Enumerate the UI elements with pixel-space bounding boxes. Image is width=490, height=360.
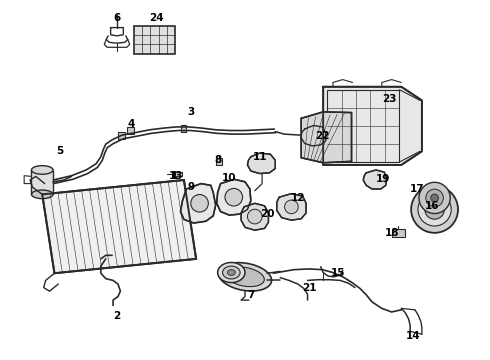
Bar [118, 132, 125, 139]
Polygon shape [277, 194, 306, 220]
Text: 8: 8 [215, 155, 222, 165]
Polygon shape [217, 179, 251, 215]
Ellipse shape [31, 167, 53, 175]
Text: 4: 4 [128, 120, 135, 129]
Circle shape [419, 182, 450, 213]
Circle shape [225, 188, 243, 206]
Bar [216, 158, 221, 165]
Bar [392, 229, 405, 237]
Text: 19: 19 [376, 174, 390, 184]
Ellipse shape [31, 190, 53, 199]
Bar [31, 171, 53, 194]
Polygon shape [363, 170, 387, 189]
Text: 21: 21 [302, 283, 317, 293]
Circle shape [411, 186, 458, 233]
Text: 20: 20 [260, 209, 274, 219]
Bar [134, 26, 175, 54]
Text: 2: 2 [113, 311, 121, 321]
Ellipse shape [227, 270, 235, 275]
Text: 12: 12 [291, 193, 305, 203]
Text: 15: 15 [331, 268, 345, 278]
Circle shape [426, 189, 443, 207]
Circle shape [431, 206, 439, 213]
Polygon shape [301, 126, 326, 146]
Polygon shape [42, 180, 196, 273]
Polygon shape [180, 184, 216, 223]
Bar [327, 90, 399, 162]
Ellipse shape [222, 266, 240, 279]
Ellipse shape [226, 267, 264, 287]
Text: 10: 10 [222, 173, 237, 183]
Circle shape [431, 194, 439, 202]
Circle shape [191, 194, 208, 212]
Text: 14: 14 [406, 331, 421, 341]
Text: 18: 18 [384, 228, 399, 238]
Text: 22: 22 [315, 131, 329, 141]
Text: 23: 23 [382, 94, 396, 104]
Circle shape [247, 209, 262, 224]
Ellipse shape [31, 166, 53, 174]
Text: 7: 7 [247, 290, 254, 300]
Bar [172, 172, 182, 176]
Circle shape [308, 130, 319, 142]
Text: 24: 24 [149, 13, 163, 23]
Polygon shape [323, 87, 422, 165]
Ellipse shape [218, 262, 245, 283]
Text: 13: 13 [169, 171, 183, 181]
Circle shape [285, 200, 298, 214]
Bar [127, 127, 134, 134]
Polygon shape [241, 203, 269, 230]
Circle shape [425, 200, 444, 219]
Ellipse shape [219, 262, 271, 291]
Text: 16: 16 [424, 201, 439, 211]
Circle shape [418, 193, 451, 226]
Text: 6: 6 [113, 13, 121, 23]
Polygon shape [301, 112, 351, 163]
Bar [180, 125, 186, 132]
Text: 17: 17 [410, 184, 424, 194]
Text: 11: 11 [252, 152, 267, 162]
Text: 5: 5 [56, 146, 63, 156]
Text: 9: 9 [188, 182, 195, 192]
Polygon shape [247, 153, 275, 174]
Text: 1: 1 [171, 171, 178, 181]
Text: 3: 3 [188, 107, 195, 117]
